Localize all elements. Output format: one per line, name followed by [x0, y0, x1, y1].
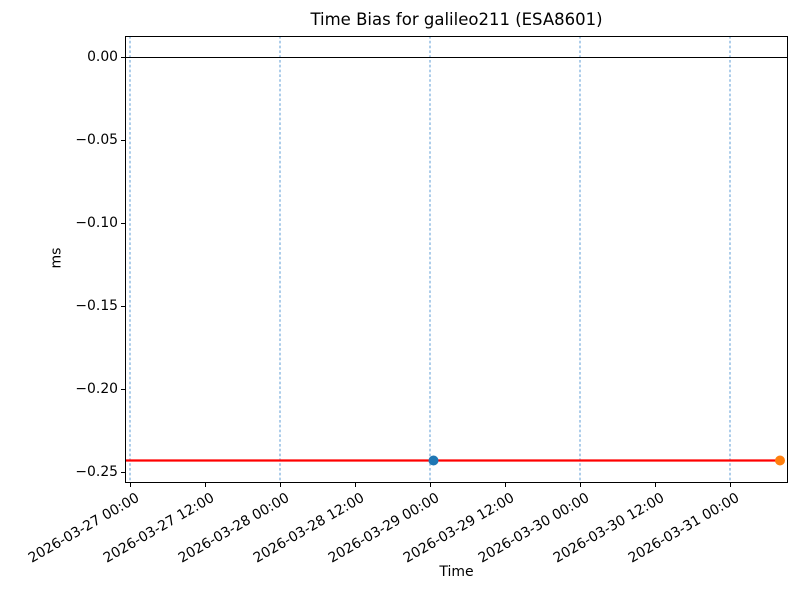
- x-axis-label: Time: [439, 564, 474, 580]
- y-tick-label: 0.00: [87, 49, 118, 65]
- axes-frame: [125, 36, 788, 483]
- data-point-measured: [428, 455, 439, 466]
- y-tick-label: −0.25: [75, 464, 118, 480]
- chart-title: Time Bias for galileo211 (ESA8601): [310, 10, 603, 29]
- y-axis-label: ms: [48, 247, 65, 269]
- y-tick-label: −0.10: [75, 215, 118, 231]
- y-tick-label: −0.15: [75, 298, 118, 314]
- y-tick-label: −0.20: [75, 381, 118, 397]
- data-point-extrapolated: [775, 455, 785, 466]
- y-tick-label: −0.05: [75, 132, 118, 148]
